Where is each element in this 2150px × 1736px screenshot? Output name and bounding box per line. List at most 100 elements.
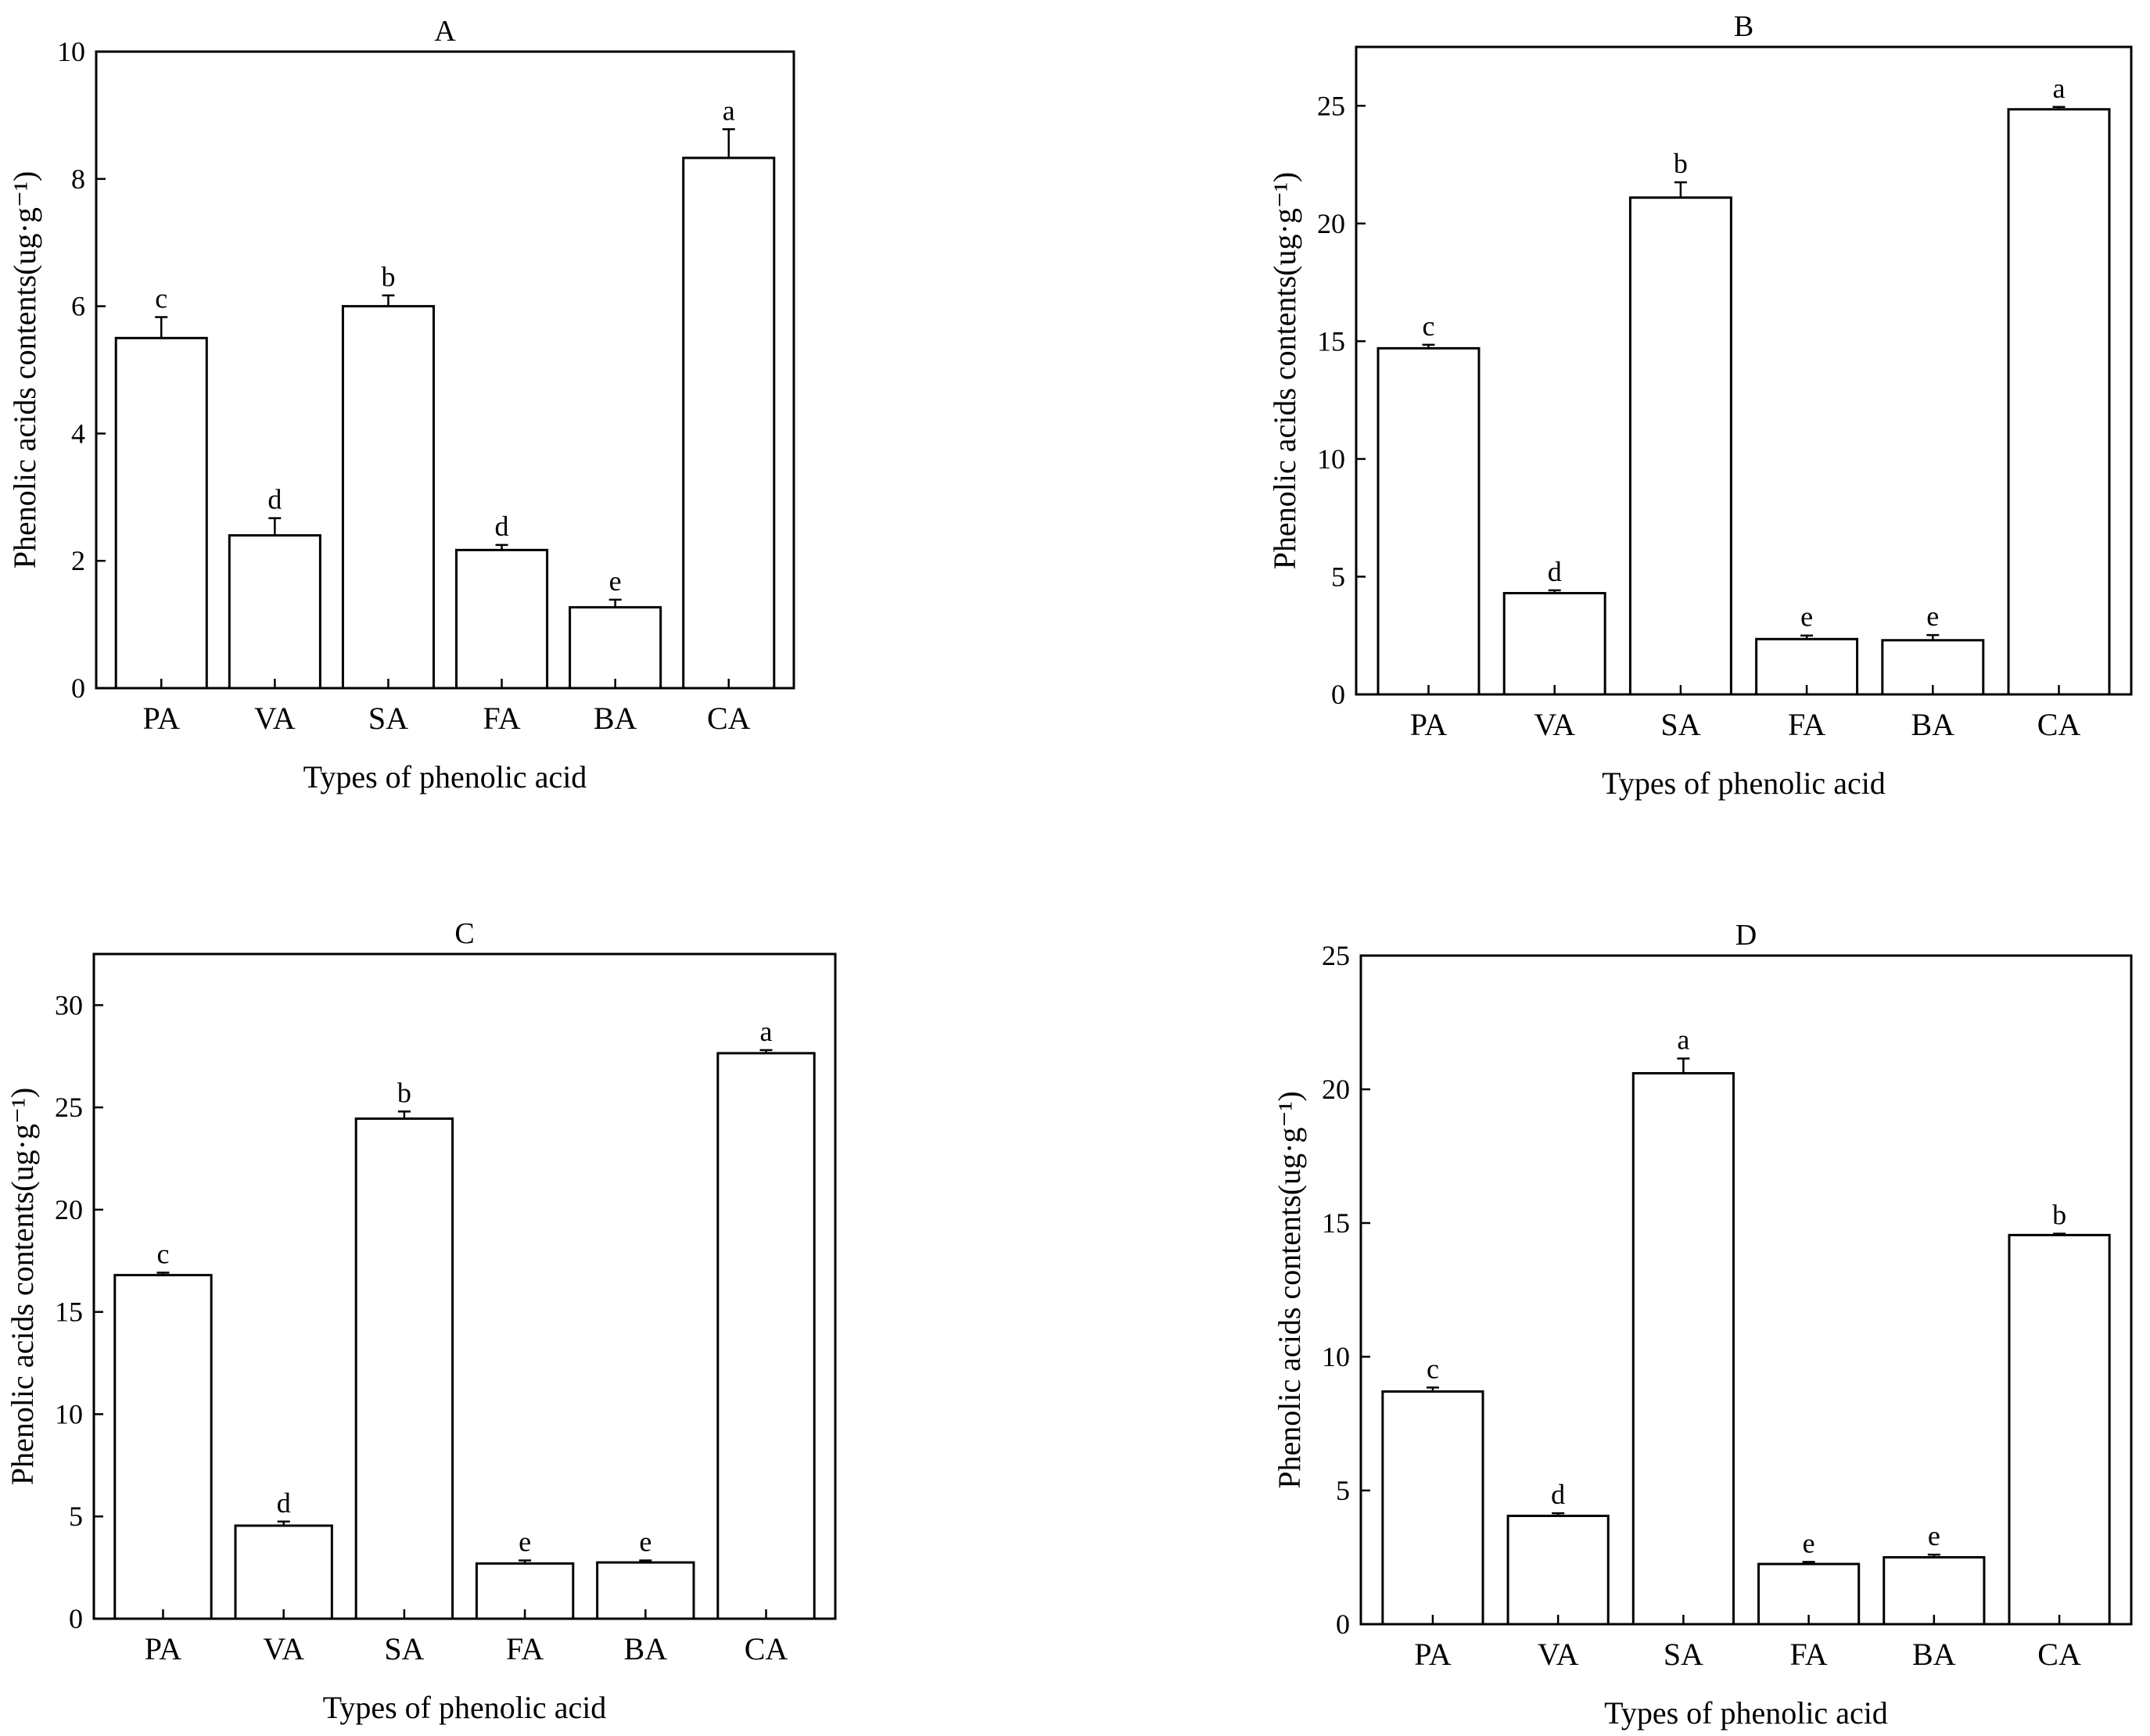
chart-c-sig-pa: c [156, 1238, 169, 1269]
chart-d-sig-sa: a [1677, 1024, 1689, 1056]
chart-d-sig-ba: e [1928, 1520, 1940, 1551]
chart-d-ylabel: Phenolic acids contents(ug·g⁻¹) [1272, 1091, 1307, 1489]
chart-c-ytick-label: 20 [55, 1194, 83, 1225]
chart-a-sig-va: d [267, 484, 282, 515]
chart-c-ytick-label: 25 [55, 1092, 83, 1123]
chart-b-bar-pa [1377, 346, 1481, 696]
chart-d-category-ca: CA [2037, 1637, 2081, 1672]
chart-b-ytick-label: 5 [1331, 561, 1345, 592]
chart-b-category-ca: CA [2037, 707, 2081, 742]
chart-b-sig-sa: b [1674, 148, 1688, 179]
chart-b-sig-ca: a [2053, 73, 2066, 104]
chart-b: B 0 5 10 15 20 25 Phenolic acids contents(ug·g⁻… [1267, 10, 2133, 801]
chart-b-sig-fa: e [1800, 601, 1813, 633]
chart-d-ytick-label: 10 [1322, 1341, 1350, 1372]
chart-b-sig-ba: e [1926, 601, 1939, 632]
chart-a-ytick-label: 8 [71, 163, 85, 195]
chart-c-xlabel: Types of phenolic acid [323, 1690, 607, 1725]
chart-c-ytick-label: 5 [69, 1501, 83, 1532]
chart-a-sig-sa: b [381, 261, 395, 292]
chart-c-category-ca: CA [745, 1631, 788, 1666]
chart-a-bar-sa [341, 305, 435, 690]
chart-c-category-pa: PA [145, 1631, 182, 1666]
chart-c-bar-ca [716, 1052, 816, 1620]
chart-a-title: A [434, 15, 456, 48]
chart-c-bar-pa [113, 1274, 213, 1620]
chart-c-ytick-label: 10 [55, 1398, 83, 1429]
chart-b-ytick-label: 25 [1317, 90, 1345, 121]
chart-a-category-ca: CA [707, 701, 751, 736]
chart-d-ytick-label: 25 [1322, 940, 1350, 971]
chart-a-ylabel: Phenolic acids contents(ug·g⁻¹) [7, 171, 42, 569]
chart-a-category-sa: SA [368, 701, 408, 736]
chart-a-sig-ba: e [609, 565, 622, 597]
chart-a-xlabel: Types of phenolic acid [303, 759, 587, 794]
chart-c-ytick-label: 30 [55, 989, 83, 1020]
chart-a-ytick-label: 0 [71, 673, 85, 704]
chart-b-category-ba: BA [1911, 707, 1955, 742]
chart-b-category-pa: PA [1410, 707, 1448, 742]
chart-d-category-fa: FA [1790, 1637, 1828, 1672]
chart-c-sig-fa: e [519, 1526, 531, 1557]
chart-b-title: B [1734, 10, 1753, 43]
chart-c-sig-ba: e [639, 1526, 651, 1557]
chart-b-category-va: VA [1534, 707, 1575, 742]
chart-c-category-sa: SA [384, 1631, 424, 1666]
chart-d-category-pa: PA [1414, 1637, 1452, 1672]
chart-b-ylabel: Phenolic acids contents(ug·g⁻¹) [1267, 172, 1302, 570]
chart-c-bar-va [234, 1524, 333, 1620]
chart-c-ylabel: Phenolic acids contents(ug·g⁻¹) [5, 1088, 40, 1486]
chart-d-category-va: VA [1538, 1637, 1579, 1672]
chart-d-bar-pa [1381, 1390, 1484, 1626]
chart-c: C 0 5 10 15 20 25 30 Phenolic acids contents(ug·… [5, 917, 837, 1725]
chart-c-category-fa: FA [506, 1631, 544, 1666]
chart-a-ytick-label: 2 [71, 545, 85, 576]
chart-d-ytick-label: 0 [1336, 1609, 1350, 1640]
chart-a-ytick-label: 10 [57, 36, 85, 67]
chart-b-sig-va: d [1548, 556, 1562, 587]
chart-a-ytick-label: 6 [71, 291, 85, 322]
chart-d-bar-ba [1883, 1556, 1986, 1626]
chart-d-ytick-label: 15 [1322, 1207, 1350, 1239]
chart-b-ytick-label: 0 [1331, 679, 1345, 710]
chart-b-ytick-label: 20 [1317, 208, 1345, 239]
chart-d-sig-ca: b [2052, 1200, 2066, 1231]
chart-a-sig-pa: c [155, 282, 167, 314]
chart-d-category-sa: SA [1664, 1637, 1703, 1672]
chart-c-bar-sa [354, 1117, 454, 1620]
chart-d-bar-ca [2008, 1233, 2111, 1626]
chart-b-xlabel: Types of phenolic acid [1602, 766, 1886, 801]
chart-b-bar-sa [1628, 196, 1732, 696]
chart-d-category-ba: BA [1912, 1637, 1956, 1672]
chart-b-category-sa: SA [1660, 707, 1700, 742]
chart-a-plot-frame [95, 50, 795, 690]
chart-d-sig-fa: e [1803, 1527, 1815, 1558]
chart-c-ytick-label: 15 [55, 1297, 83, 1328]
chart-d-ytick-label: 20 [1322, 1074, 1350, 1105]
chart-a-bar-fa [455, 548, 549, 690]
chart-d-sig-va: d [1551, 1479, 1565, 1510]
chart-a-bar-ba [569, 606, 662, 690]
chart-a-category-fa: FA [483, 701, 520, 736]
chart-c-ytick-label: 0 [69, 1603, 83, 1634]
chart-c-title: C [454, 917, 474, 950]
chart-c-sig-sa: b [397, 1077, 411, 1108]
chart-a-category-va: VA [254, 701, 296, 736]
chart-d: D 0 5 10 15 20 25 Phenolic acids contents(ug·g⁻… [1272, 919, 2133, 1731]
chart-a-bar-pa [114, 336, 208, 690]
chart-c-category-ba: BA [624, 1631, 668, 1666]
chart-a-category-pa: PA [143, 701, 181, 736]
chart-a-bar-va [228, 534, 321, 690]
chart-c-category-va: VA [263, 1631, 304, 1666]
chart-b-bar-va [1502, 592, 1606, 696]
chart-d-plot-frame [1359, 954, 2133, 1626]
chart-a: A 0 2 4 6 8 10 Phenolic acids contents(ug·g⁻¹) T… [7, 15, 795, 794]
chart-a-category-ba: BA [594, 701, 637, 736]
chart-b-bar-ca [2007, 108, 2111, 696]
chart-b-ytick-label: 10 [1317, 443, 1345, 475]
chart-d-bar-sa [1631, 1071, 1735, 1626]
chart-a-ytick-label: 4 [71, 418, 85, 449]
chart-d-sig-pa: c [1427, 1353, 1439, 1384]
chart-d-bar-va [1506, 1514, 1610, 1626]
